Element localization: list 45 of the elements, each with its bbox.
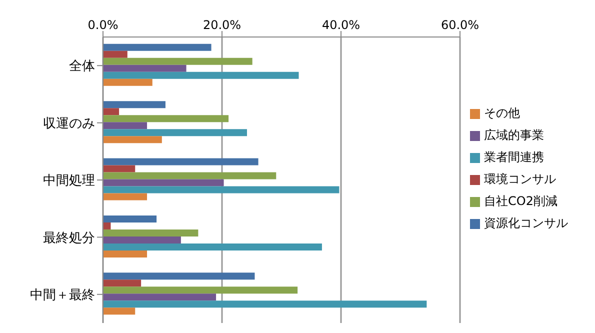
- bar: [103, 236, 181, 244]
- bar: [103, 115, 229, 122]
- bar: [103, 243, 322, 250]
- x-tick-label: 60.0%: [440, 18, 480, 32]
- legend-label: 自社CO2削減: [484, 194, 558, 208]
- bar: [103, 286, 298, 294]
- bar: [103, 179, 224, 186]
- bar: [103, 165, 136, 172]
- legend-label: 業者間連携: [484, 150, 544, 164]
- y-tick-label: 収運のみ: [43, 116, 95, 132]
- bar: [103, 308, 136, 315]
- bar: [103, 129, 247, 136]
- bar: [103, 215, 157, 222]
- bar: [103, 186, 340, 194]
- bar: [103, 193, 148, 200]
- y-tick-label: 中間＋最終: [30, 288, 95, 304]
- bar: [103, 122, 148, 130]
- bar: [103, 158, 258, 166]
- y-tick-label: 中間処理: [43, 174, 95, 189]
- y-tick-label: 全体: [69, 59, 95, 74]
- bar: [103, 108, 120, 116]
- x-tick-label: 40.0%: [322, 18, 360, 32]
- bar: [103, 101, 166, 108]
- legend-label: 環境コンサル: [484, 172, 556, 186]
- x-tick-label: 20.0%: [202, 18, 242, 32]
- legend-label: その他: [484, 106, 520, 120]
- bar: [103, 172, 276, 180]
- bar: [103, 64, 186, 72]
- bar: [103, 72, 299, 79]
- y-tick-label: 最終処分: [43, 230, 95, 246]
- bar: [103, 294, 216, 301]
- legend-label: 資源化コンサル: [484, 216, 568, 230]
- bar: [103, 50, 128, 58]
- bar: [103, 78, 152, 86]
- bar: [103, 136, 162, 144]
- bar: [103, 250, 148, 258]
- x-tick-label: 0.0%: [88, 18, 118, 32]
- bar: [103, 229, 198, 236]
- bar: [103, 222, 111, 230]
- bar: [103, 44, 212, 51]
- bar: [103, 300, 427, 308]
- bar: [103, 272, 255, 280]
- bar: [103, 58, 252, 65]
- bar: [103, 280, 142, 287]
- legend-label: 広域的事業: [484, 128, 544, 142]
